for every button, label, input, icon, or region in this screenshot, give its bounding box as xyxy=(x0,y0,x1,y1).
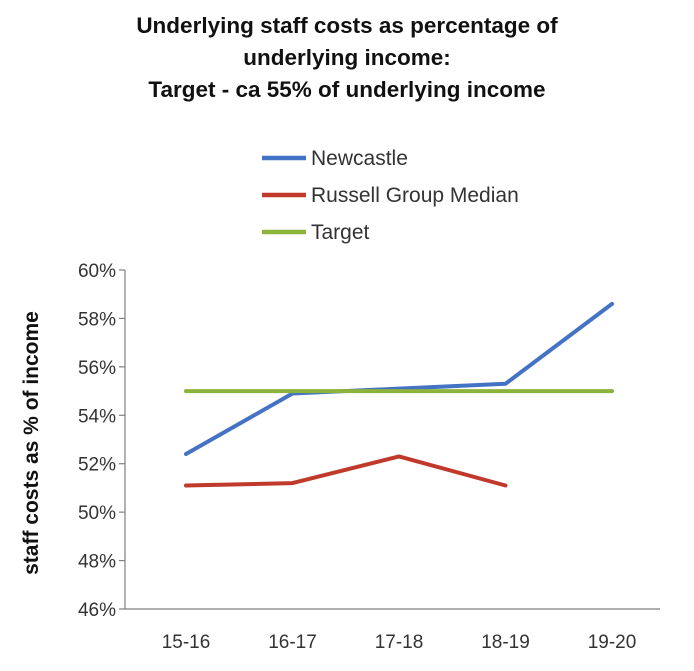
data-point-russell-group-median xyxy=(503,483,508,488)
data-point-target xyxy=(397,389,401,393)
data-point-target xyxy=(503,389,508,393)
y-tick-label: 50% xyxy=(78,503,116,524)
legend-label-target: Target xyxy=(311,221,370,244)
data-point-target xyxy=(290,389,295,393)
data-point-russell-group-median xyxy=(184,483,188,488)
series-line-newcastle xyxy=(184,301,614,457)
y-tick-label: 52% xyxy=(78,455,116,476)
data-point-russell-group-median xyxy=(397,454,401,459)
x-tick-label: 18-19 xyxy=(481,632,530,653)
y-tick-label: 54% xyxy=(78,406,116,427)
chart-title-line-1: Underlying staff costs as percentage of xyxy=(136,13,558,38)
data-point-newcastle xyxy=(503,382,508,386)
data-point-newcastle xyxy=(184,452,188,456)
data-point-newcastle xyxy=(610,302,614,306)
y-tick-label: 60% xyxy=(78,261,116,282)
x-tick-label: 17-18 xyxy=(375,632,424,653)
legend-label-newcastle: Newcastle xyxy=(311,147,408,170)
y-axis-label: staff costs as % of income xyxy=(20,311,43,575)
x-tick-label: 19-20 xyxy=(588,632,637,653)
data-point-target xyxy=(184,389,188,393)
chart-title-line-3: Target - ca 55% of underlying income xyxy=(148,77,546,102)
chart-title-line-2: underlying income: xyxy=(243,45,451,70)
series-lines xyxy=(184,301,614,488)
x-tick-label: 16-17 xyxy=(268,632,317,653)
y-tick-label: 58% xyxy=(78,309,116,330)
y-tick-label: 56% xyxy=(78,358,116,379)
y-tick-label: 48% xyxy=(78,552,116,573)
data-point-russell-group-median xyxy=(290,481,295,485)
legend: Newcastle Russell Group Median Target xyxy=(262,147,519,244)
series-line-russell-group-median xyxy=(184,454,508,488)
legend-label-russell-group-median: Russell Group Median xyxy=(311,184,519,207)
data-point-target xyxy=(610,389,614,393)
chart-title: Underlying staff costs as percentage of … xyxy=(0,10,694,106)
axes: 60% 58% 56% 54% 52% 50% 48% 46% 15-16 16-17 17-18 1… xyxy=(78,261,660,653)
y-tick-label: 46% xyxy=(78,600,116,621)
x-tick-label: 15-16 xyxy=(162,632,211,653)
